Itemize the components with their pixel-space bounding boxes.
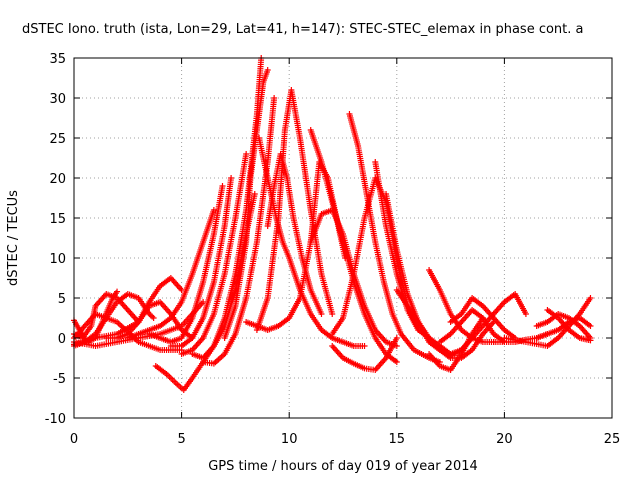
data-point xyxy=(271,95,278,101)
x-tick-label: 25 xyxy=(604,432,621,447)
y-tick-label: 15 xyxy=(49,212,66,227)
series-arc-7 xyxy=(103,275,185,341)
series-arc-28 xyxy=(426,267,497,345)
series-arc-24 xyxy=(329,335,400,373)
series-arc-10 xyxy=(167,175,235,349)
data-point xyxy=(251,191,258,197)
data-point xyxy=(522,311,529,317)
data-point xyxy=(587,337,594,344)
data-marks xyxy=(71,55,594,393)
data-point xyxy=(587,295,594,301)
x-tick-label: 10 xyxy=(281,432,298,447)
series-arc-9 xyxy=(146,183,226,345)
series-arc-31 xyxy=(447,295,519,341)
series-arc-11 xyxy=(178,151,250,357)
x-tick-label: 0 xyxy=(70,432,78,447)
data-point xyxy=(393,335,400,341)
data-point xyxy=(318,311,325,317)
y-tick-label: 30 xyxy=(49,92,66,107)
y-tick-label: 35 xyxy=(49,52,66,67)
data-point xyxy=(228,175,235,181)
data-point xyxy=(243,151,250,157)
data-point xyxy=(219,183,226,189)
data-point xyxy=(264,67,271,73)
data-point xyxy=(361,343,368,349)
x-tick-label: 15 xyxy=(389,432,406,447)
y-tick-label: 20 xyxy=(49,172,66,187)
data-point xyxy=(114,288,121,295)
data-point xyxy=(393,359,400,365)
x-axis-label: GPS time / hours of day 019 of year 2014 xyxy=(208,459,478,474)
x-tick-label: 20 xyxy=(496,432,513,447)
y-axis-label: dSTEC / TECUs xyxy=(6,190,21,286)
chart-title: dSTEC Iono. truth (ista, Lon=29, Lat=41,… xyxy=(22,22,584,37)
data-point xyxy=(329,311,336,317)
data-point xyxy=(150,315,157,321)
y-tick-label: 10 xyxy=(49,252,66,267)
y-tick-label: -5 xyxy=(53,372,66,387)
series-arc-14 xyxy=(200,95,278,367)
series-arc-29 xyxy=(426,315,486,373)
y-tick-label: -10 xyxy=(45,412,66,427)
x-tick-label: 5 xyxy=(177,432,185,447)
y-tick-label: 5 xyxy=(58,292,66,307)
data-point xyxy=(587,323,594,329)
series-arc-30 xyxy=(436,307,508,345)
data-point xyxy=(210,207,217,213)
series-arc-15 xyxy=(221,67,271,341)
axis-ticks: 0 5 10 15 20 25 -10 -5 0 5 10 15 20 25 30 35 xyxy=(45,52,621,447)
series-arc-8 xyxy=(124,207,217,341)
series-arc-36 xyxy=(544,307,594,344)
series-arc-18 xyxy=(256,135,368,349)
y-tick-label: 25 xyxy=(49,132,66,147)
plot-frame xyxy=(73,57,613,419)
y-tick-label: 0 xyxy=(58,332,66,347)
